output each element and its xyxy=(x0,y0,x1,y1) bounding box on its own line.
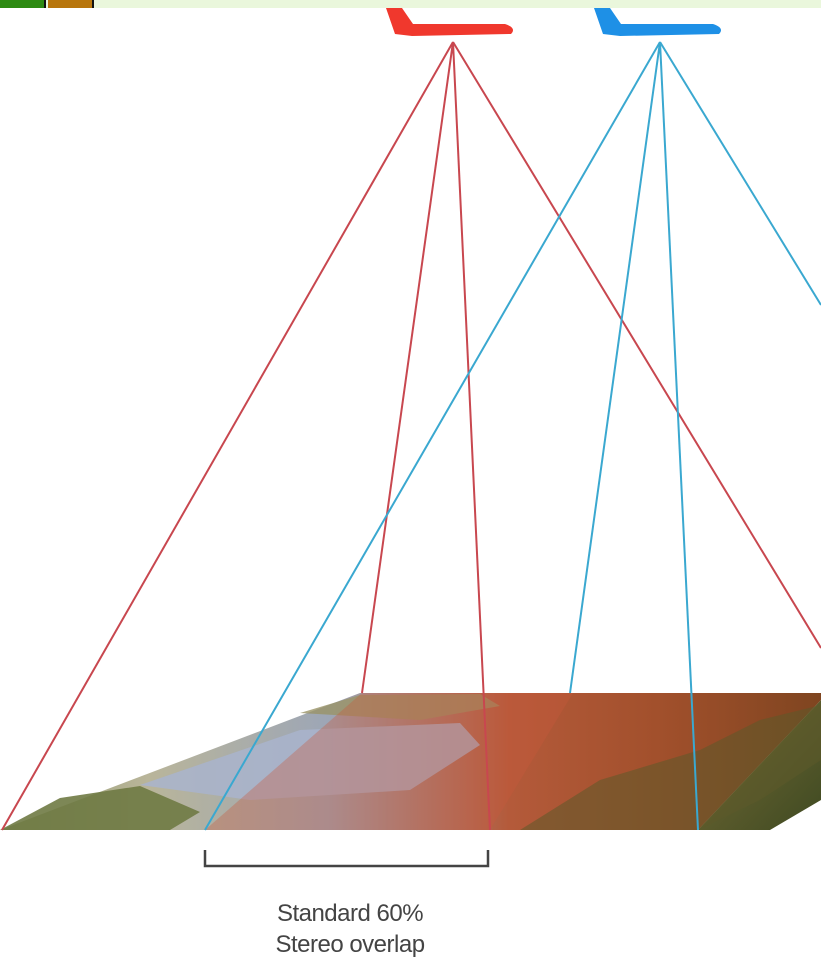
right-ray-back-right xyxy=(659,41,821,306)
right-camera-rays xyxy=(204,41,821,831)
left-ray-front-right xyxy=(452,41,491,831)
overlap-bracket xyxy=(203,850,490,868)
orange-swatch xyxy=(48,0,94,8)
right-ray-back-left xyxy=(569,41,661,694)
lake xyxy=(140,723,480,800)
right-airplane-icon xyxy=(594,8,721,36)
left-ray-back-left xyxy=(361,41,454,694)
left-camera-rays xyxy=(1,41,821,831)
overlap-zone xyxy=(205,693,573,830)
ridge-left xyxy=(0,786,200,830)
cliff-shadow xyxy=(520,705,821,830)
caption-line-1: Standard 60% xyxy=(276,900,424,927)
left-ray-back-right xyxy=(452,41,821,649)
right-ray-front-left xyxy=(204,41,661,831)
terrain-block xyxy=(0,693,821,830)
left-airplane-icon xyxy=(386,8,513,36)
right-ray-front-right xyxy=(659,41,699,831)
green-swatch xyxy=(0,0,46,8)
ridge-top xyxy=(300,694,500,720)
overlap-caption: Standard 60% Stereo overlap xyxy=(200,898,500,960)
left-ray-front-left xyxy=(1,41,454,831)
top-strip xyxy=(0,0,821,8)
caption-line-2: Stereo overlap xyxy=(275,931,425,958)
